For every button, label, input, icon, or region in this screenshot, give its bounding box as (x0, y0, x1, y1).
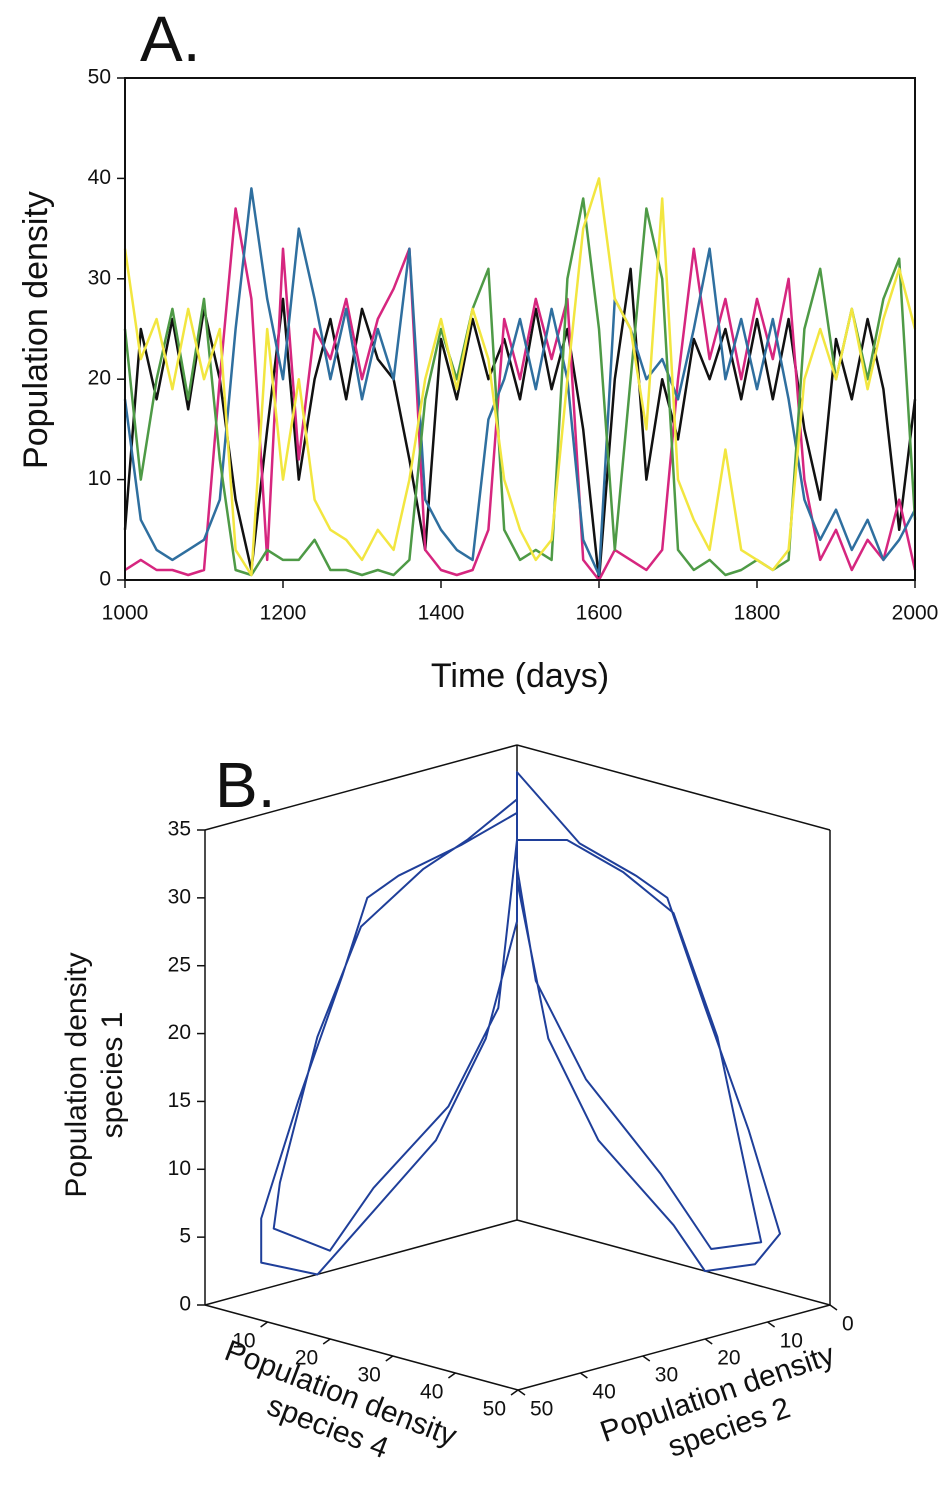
z-axis-label-line: Population density (60, 952, 93, 1197)
y-tick-label: 0 (99, 568, 111, 591)
y-tick-label: 10 (88, 467, 111, 490)
y-tick-label: 50 (88, 66, 111, 89)
x-tick-label: 1800 (734, 602, 781, 625)
plot-frame (124, 77, 916, 581)
z-tick-label: 20 (168, 1021, 191, 1044)
axis-frame (517, 1304, 831, 1391)
x-tick (510, 1389, 519, 1396)
z-tick-label: 0 (179, 1293, 191, 1316)
x-tick-label: 1400 (418, 602, 465, 625)
y-tick-label: 30 (88, 266, 111, 289)
y-tick-label: 10 (780, 1330, 803, 1353)
series-line (123, 197, 917, 577)
y-tick (642, 1355, 651, 1362)
x-tick-label: 1600 (576, 602, 623, 625)
x-tick-label: 30 (357, 1364, 380, 1387)
y-tick-label: 40 (88, 166, 111, 189)
x-tick (322, 1338, 331, 1345)
series-line (123, 267, 917, 582)
y-tick-label: 0 (842, 1313, 854, 1336)
panel-label: A. (140, 3, 200, 75)
z-tick-label: 25 (168, 953, 191, 976)
x-tick (385, 1355, 394, 1362)
z-tick-label: 5 (179, 1225, 191, 1248)
x-tick (447, 1372, 456, 1379)
axis-frame (516, 744, 831, 831)
x-tick (260, 1321, 269, 1328)
x-tick-label: 40 (420, 1381, 443, 1404)
x-tick-label: 2000 (892, 602, 939, 625)
y-tick (829, 1304, 838, 1311)
series-line (123, 187, 917, 577)
axis-frame (516, 1219, 831, 1306)
x-tick-label: 10 (232, 1330, 255, 1353)
panel-label: B. (215, 749, 275, 821)
x-tick-label: 1000 (102, 602, 149, 625)
y-tick-label: 50 (530, 1398, 553, 1421)
trajectory (260, 771, 781, 1276)
axis-frame (204, 1304, 519, 1391)
z-axis-label-line: species 1 (96, 1012, 129, 1139)
z-tick-label: 35 (168, 818, 191, 841)
y-tick (517, 1389, 526, 1396)
series-line (123, 177, 917, 577)
x-tick-label: 1200 (260, 602, 307, 625)
y-tick-label: 20 (88, 367, 111, 390)
y-tick-label: 40 (592, 1381, 615, 1404)
y-tick (579, 1372, 588, 1379)
z-tick-label: 10 (168, 1157, 191, 1180)
y-tick-label: 30 (655, 1364, 678, 1387)
z-tick-label: 15 (168, 1089, 191, 1112)
y-tick (767, 1321, 776, 1328)
x-tick-label: 20 (295, 1347, 318, 1370)
y-tick (704, 1338, 713, 1345)
x-axis-label: Time (days) (431, 657, 609, 695)
axis-frame (204, 1219, 518, 1306)
series-line (124, 207, 917, 582)
z-axis-label: Population density species 1 (60, 952, 129, 1197)
z-tick-label: 30 (168, 885, 191, 908)
y-tick-label: 20 (717, 1347, 740, 1370)
x-tick-label: 50 (483, 1398, 506, 1421)
y-axis-label: Population density (17, 191, 55, 469)
axis-frame (204, 744, 518, 831)
